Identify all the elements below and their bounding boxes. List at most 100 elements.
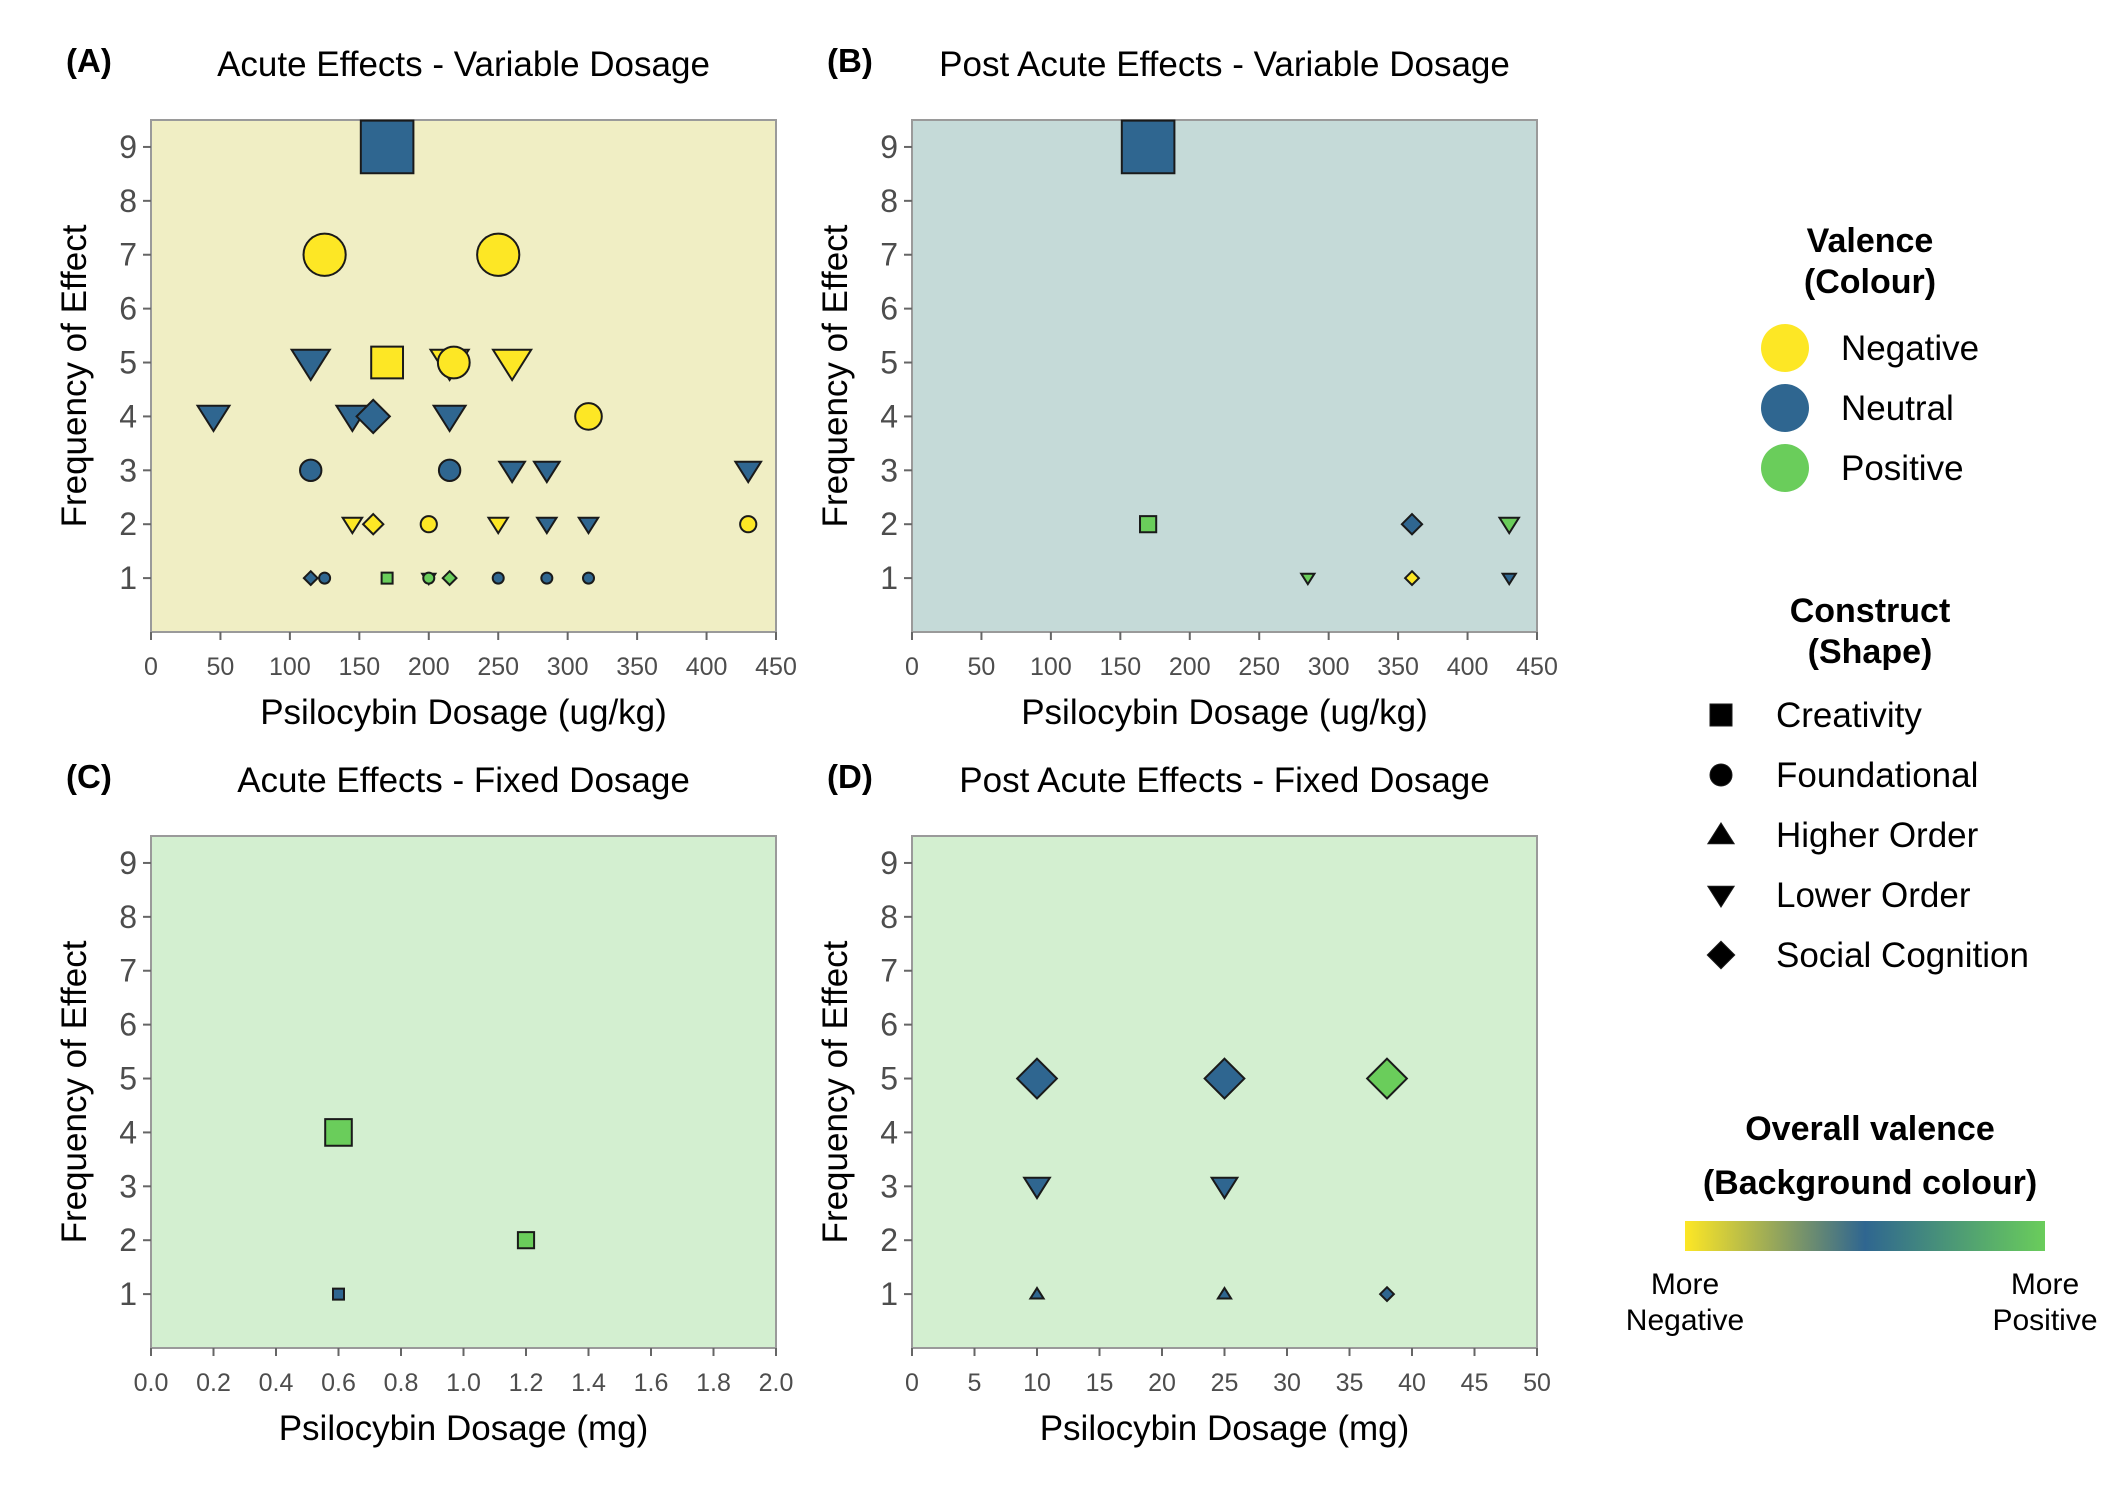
data-points: [324, 1118, 536, 1301]
legend-swatch-positive: [1761, 444, 1809, 492]
data-point-diamond-neutral: [1400, 512, 1424, 536]
x-axis-label: Psilocybin Dosage (ug/kg): [260, 693, 667, 732]
data-points: [1120, 119, 1521, 587]
x-tick-label: 100: [269, 653, 311, 681]
data-point-circle-neutral: [491, 571, 505, 585]
x-tick-label: 350: [616, 653, 658, 681]
x-tick-label: 400: [686, 653, 728, 681]
legend-label-triangle-up: Higher Order: [1776, 816, 1979, 855]
valence-gradient-bar: [1685, 1221, 2045, 1251]
data-point-diamond-negative: [361, 512, 385, 536]
y-tick-label: 5: [119, 345, 137, 381]
gradient-right-label-line1: More: [2011, 1268, 2079, 1301]
plot-background: [911, 119, 1538, 633]
panel-a: (A) Acute Effects - Variable Dosage 0 50 100…: [55, 42, 797, 732]
x-tick-label: 40: [1398, 1369, 1426, 1397]
x-tick-label: 300: [1308, 653, 1350, 681]
legend-valence-items: Negative Neutral Positive: [1761, 324, 1979, 492]
x-tick-label: 50: [207, 653, 235, 681]
y-tick-label: 7: [880, 953, 898, 989]
data-point-square-positive: [516, 1231, 536, 1250]
y-tick-label: 4: [880, 1114, 898, 1150]
y-tick-label: 4: [119, 398, 137, 434]
x-tick-label: 1.8: [696, 1369, 731, 1397]
y-tick-label: 1: [880, 1276, 898, 1312]
legend-construct-subheading: (Shape): [1808, 633, 1933, 671]
y-tick-label: 6: [880, 291, 898, 327]
x-axis-label: Psilocybin Dosage (mg): [279, 1409, 649, 1448]
x-tick-label: 45: [1461, 1369, 1489, 1397]
data-point-circle-negative: [476, 232, 521, 277]
y-tick-label: 8: [880, 183, 898, 219]
legend-label-triangle-down: Lower Order: [1776, 876, 1971, 915]
chart-title: Acute Effects - Variable Dosage: [217, 45, 710, 84]
data-point-circle-neutral: [540, 571, 554, 585]
x-tick-label: 1.2: [509, 1369, 544, 1397]
y-tick-label: 3: [119, 1168, 137, 1204]
y-tick-label: 2: [880, 1222, 898, 1258]
y-tick-label: 9: [880, 129, 898, 165]
panel-tag: (C): [66, 758, 112, 795]
legend-label-square: Creativity: [1776, 696, 1922, 735]
chart-title: Post Acute Effects - Variable Dosage: [939, 45, 1510, 84]
data-point-circle-negative: [419, 515, 438, 534]
y-tick-label: 7: [880, 237, 898, 273]
data-point-circle-negative: [739, 515, 758, 534]
y-tick-label: 3: [119, 452, 137, 488]
panel-tag: (A): [66, 42, 112, 79]
gradient-left-label-line1: More: [1651, 1268, 1719, 1301]
y-tick-label: 9: [119, 129, 137, 165]
legend-label-neutral: Neutral: [1841, 389, 1954, 428]
y-axis-label: Frequency of Effect: [55, 224, 94, 527]
panel-c: (C) Acute Effects - Fixed Dosage 0.0 0.2 0.4…: [55, 758, 793, 1448]
x-tick-label: 450: [1516, 653, 1558, 681]
x-tick-label: 0.2: [196, 1369, 231, 1397]
x-tick-label: 0: [905, 653, 919, 681]
legend-overall: Overall valence (Background colour) More…: [1626, 1110, 2098, 1337]
data-point-triangle-down-neutral: [1022, 1176, 1052, 1200]
legend-label-negative: Negative: [1841, 329, 1979, 368]
x-tick-label: 2.0: [759, 1369, 794, 1397]
x-tick-label: 350: [1377, 653, 1419, 681]
x-tick-label: 1.0: [446, 1369, 481, 1397]
panel-b: (B) Post Acute Effects - Variable Dosage 0…: [816, 42, 1558, 732]
data-point-triangle-down-neutral: [576, 516, 601, 535]
data-point-triangle-down-neutral: [497, 460, 527, 484]
panel-tag: (B): [827, 42, 873, 79]
y-tick-label: 1: [880, 560, 898, 596]
legend-label-positive: Positive: [1841, 449, 1964, 488]
y-tick-label: 5: [880, 1061, 898, 1097]
legend-overall-heading: Overall valence: [1745, 1110, 1995, 1148]
data-point-square-positive: [1139, 515, 1158, 534]
data-point-triangle-down-positive: [1497, 516, 1521, 535]
y-tick-label: 4: [880, 398, 898, 434]
legend-construct-items: Creativity Foundational Higher Order Lower …: [1706, 696, 2029, 975]
y-axis-label: Frequency of Effect: [55, 940, 94, 1243]
x-tick-label: 400: [1447, 653, 1489, 681]
data-point-circle-negative: [574, 402, 603, 431]
data-point-triangle-down-neutral: [195, 404, 232, 433]
x-tick-label: 10: [1023, 1369, 1051, 1397]
x-tick-label: 0.6: [321, 1369, 356, 1397]
data-point-square-negative: [370, 345, 405, 380]
plot-background: [150, 835, 777, 1349]
data-point-triangle-down-negative: [486, 516, 510, 535]
legend-label-diamond: Social Cognition: [1776, 936, 2029, 975]
data-point-triangle-down-negative: [491, 348, 534, 382]
gradient-right-label-line2: Positive: [1992, 1304, 2097, 1337]
x-tick-label: 150: [338, 653, 380, 681]
x-tick-label: 35: [1336, 1369, 1364, 1397]
legend-shape-square: [1709, 703, 1733, 727]
y-tick-label: 2: [119, 1222, 137, 1258]
x-tick-label: 15: [1086, 1369, 1114, 1397]
legend-valence: Valence (Colour) Negative Neutral Positive: [1761, 222, 1979, 492]
legend-construct: Construct (Shape) Creativity Foundational…: [1706, 592, 2029, 975]
data-point-circle-neutral: [582, 571, 595, 585]
x-tick-label: 150: [1099, 653, 1141, 681]
data-point-triangle-down-neutral: [431, 404, 468, 433]
y-tick-label: 7: [119, 953, 137, 989]
y-axis-label: Frequency of Effect: [816, 940, 855, 1243]
x-tick-label: 300: [547, 653, 589, 681]
